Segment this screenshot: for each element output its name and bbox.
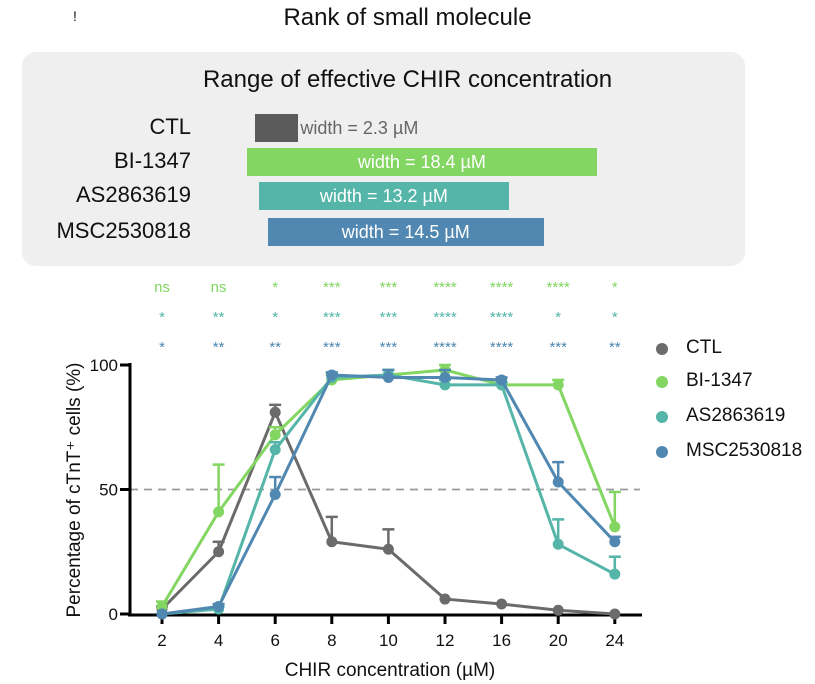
data-point xyxy=(552,538,564,550)
range-bar-ctl xyxy=(254,114,299,142)
chart-series xyxy=(156,363,621,620)
data-point xyxy=(382,371,394,383)
significance-mark: ns xyxy=(211,279,227,296)
significance-mark: *** xyxy=(380,279,398,296)
significance-mark: * xyxy=(612,309,618,326)
data-point xyxy=(496,598,508,610)
significance-mark: *** xyxy=(549,339,567,356)
x-tick-label: 12 xyxy=(436,631,455,650)
y-tick-label: 0 xyxy=(109,605,118,624)
significance-mark: **** xyxy=(433,279,457,296)
significance-mark: *** xyxy=(380,339,398,356)
data-point xyxy=(156,608,168,620)
data-point xyxy=(609,568,621,580)
data-point xyxy=(269,429,281,441)
x-tick-label: 2 xyxy=(157,631,166,650)
range-bar-msc2530818: width = 14.5 µM xyxy=(268,218,544,246)
data-point xyxy=(552,379,564,391)
significance-mark: * xyxy=(612,279,618,296)
y-axis-label: Percentage of cTnT⁺ cells (%) xyxy=(64,362,85,617)
data-point xyxy=(439,371,451,383)
significance-mark: **** xyxy=(490,309,514,326)
range-label-ctl: CTL xyxy=(149,114,191,139)
significance-mark: **** xyxy=(547,279,571,296)
significance-mark: **** xyxy=(433,309,457,326)
data-point xyxy=(269,444,281,456)
page-title: Rank of small molecule xyxy=(283,4,532,31)
significance-mark: ** xyxy=(213,339,225,356)
significance-mark: **** xyxy=(490,279,514,296)
legend-label-bi1347: BI-1347 xyxy=(686,370,753,391)
x-tick-label: 20 xyxy=(549,631,568,650)
significance-mark: ** xyxy=(269,339,281,356)
range-label-as2863619: AS2863619 xyxy=(76,182,191,207)
data-point xyxy=(552,476,564,488)
significance-mark: *** xyxy=(323,339,341,356)
legend-marker-msc2530818 xyxy=(656,446,668,458)
x-tick-label: 10 xyxy=(379,631,398,650)
significance-mark: *** xyxy=(323,279,341,296)
data-point xyxy=(552,604,564,616)
legend-label-ctl: CTL xyxy=(686,337,722,358)
data-point xyxy=(609,521,621,533)
significance-mark: * xyxy=(159,309,165,326)
range-bar-as2863619: width = 13.2 µM xyxy=(258,182,510,210)
legend-marker-bi1347 xyxy=(656,376,668,388)
y-tick-label: 100 xyxy=(90,356,118,375)
legend-label-as2863619: AS2863619 xyxy=(686,405,786,426)
significance-mark: **** xyxy=(490,339,514,356)
data-point xyxy=(609,608,621,620)
series-as2863619 xyxy=(156,368,621,620)
data-point xyxy=(213,506,225,518)
data-point xyxy=(269,488,281,500)
series-bi-1347 xyxy=(156,363,621,613)
range-label-bi1347: BI-1347 xyxy=(113,148,191,173)
x-tick-label: 24 xyxy=(605,631,624,650)
legend-label-msc2530818: MSC2530818 xyxy=(686,440,803,461)
x-tick-label: 4 xyxy=(214,631,223,650)
significance-mark: ns xyxy=(154,279,170,296)
significance-mark: * xyxy=(272,279,278,296)
data-point xyxy=(213,546,225,558)
series-msc2530818 xyxy=(156,368,621,620)
x-axis-label: CHIR concentration (µM) xyxy=(285,660,496,681)
data-point xyxy=(496,374,508,386)
x-tick-label: 8 xyxy=(327,631,336,650)
range-label-msc2530818: MSC2530818 xyxy=(56,218,191,243)
significance-mark: * xyxy=(555,309,561,326)
significance-mark: ** xyxy=(213,309,225,326)
y-tick-label: 50 xyxy=(99,481,118,500)
significance-mark: * xyxy=(272,309,278,326)
significance-mark: **** xyxy=(433,339,457,356)
range-bar-bi1347: width = 18.4 µM xyxy=(247,148,597,176)
range-panel-title: Range of effective CHIR concentration xyxy=(202,66,613,93)
series-line xyxy=(160,368,617,608)
header-glyph: ! xyxy=(73,8,77,24)
data-point xyxy=(269,406,281,418)
legend-marker-ctl xyxy=(656,343,668,355)
data-point xyxy=(382,543,394,555)
data-point xyxy=(609,536,621,548)
legend-marker-as2863619 xyxy=(656,411,668,423)
data-point xyxy=(213,601,225,613)
x-tick-label: 16 xyxy=(492,631,511,650)
data-point xyxy=(439,593,451,605)
x-tick-label: 6 xyxy=(270,631,279,650)
significance-mark: * xyxy=(159,339,165,356)
series-ctl xyxy=(156,403,621,620)
range-bar-text-ctl: width = 2.3 µM xyxy=(300,118,419,138)
significance-mark: ** xyxy=(609,339,621,356)
data-point xyxy=(326,369,338,381)
significance-marks: ns ns * *** *** **** **** **** ** ** * *** *** **** **… xyxy=(154,279,621,356)
significance-mark: *** xyxy=(380,309,398,326)
data-point xyxy=(326,536,338,548)
significance-mark: *** xyxy=(323,309,341,326)
